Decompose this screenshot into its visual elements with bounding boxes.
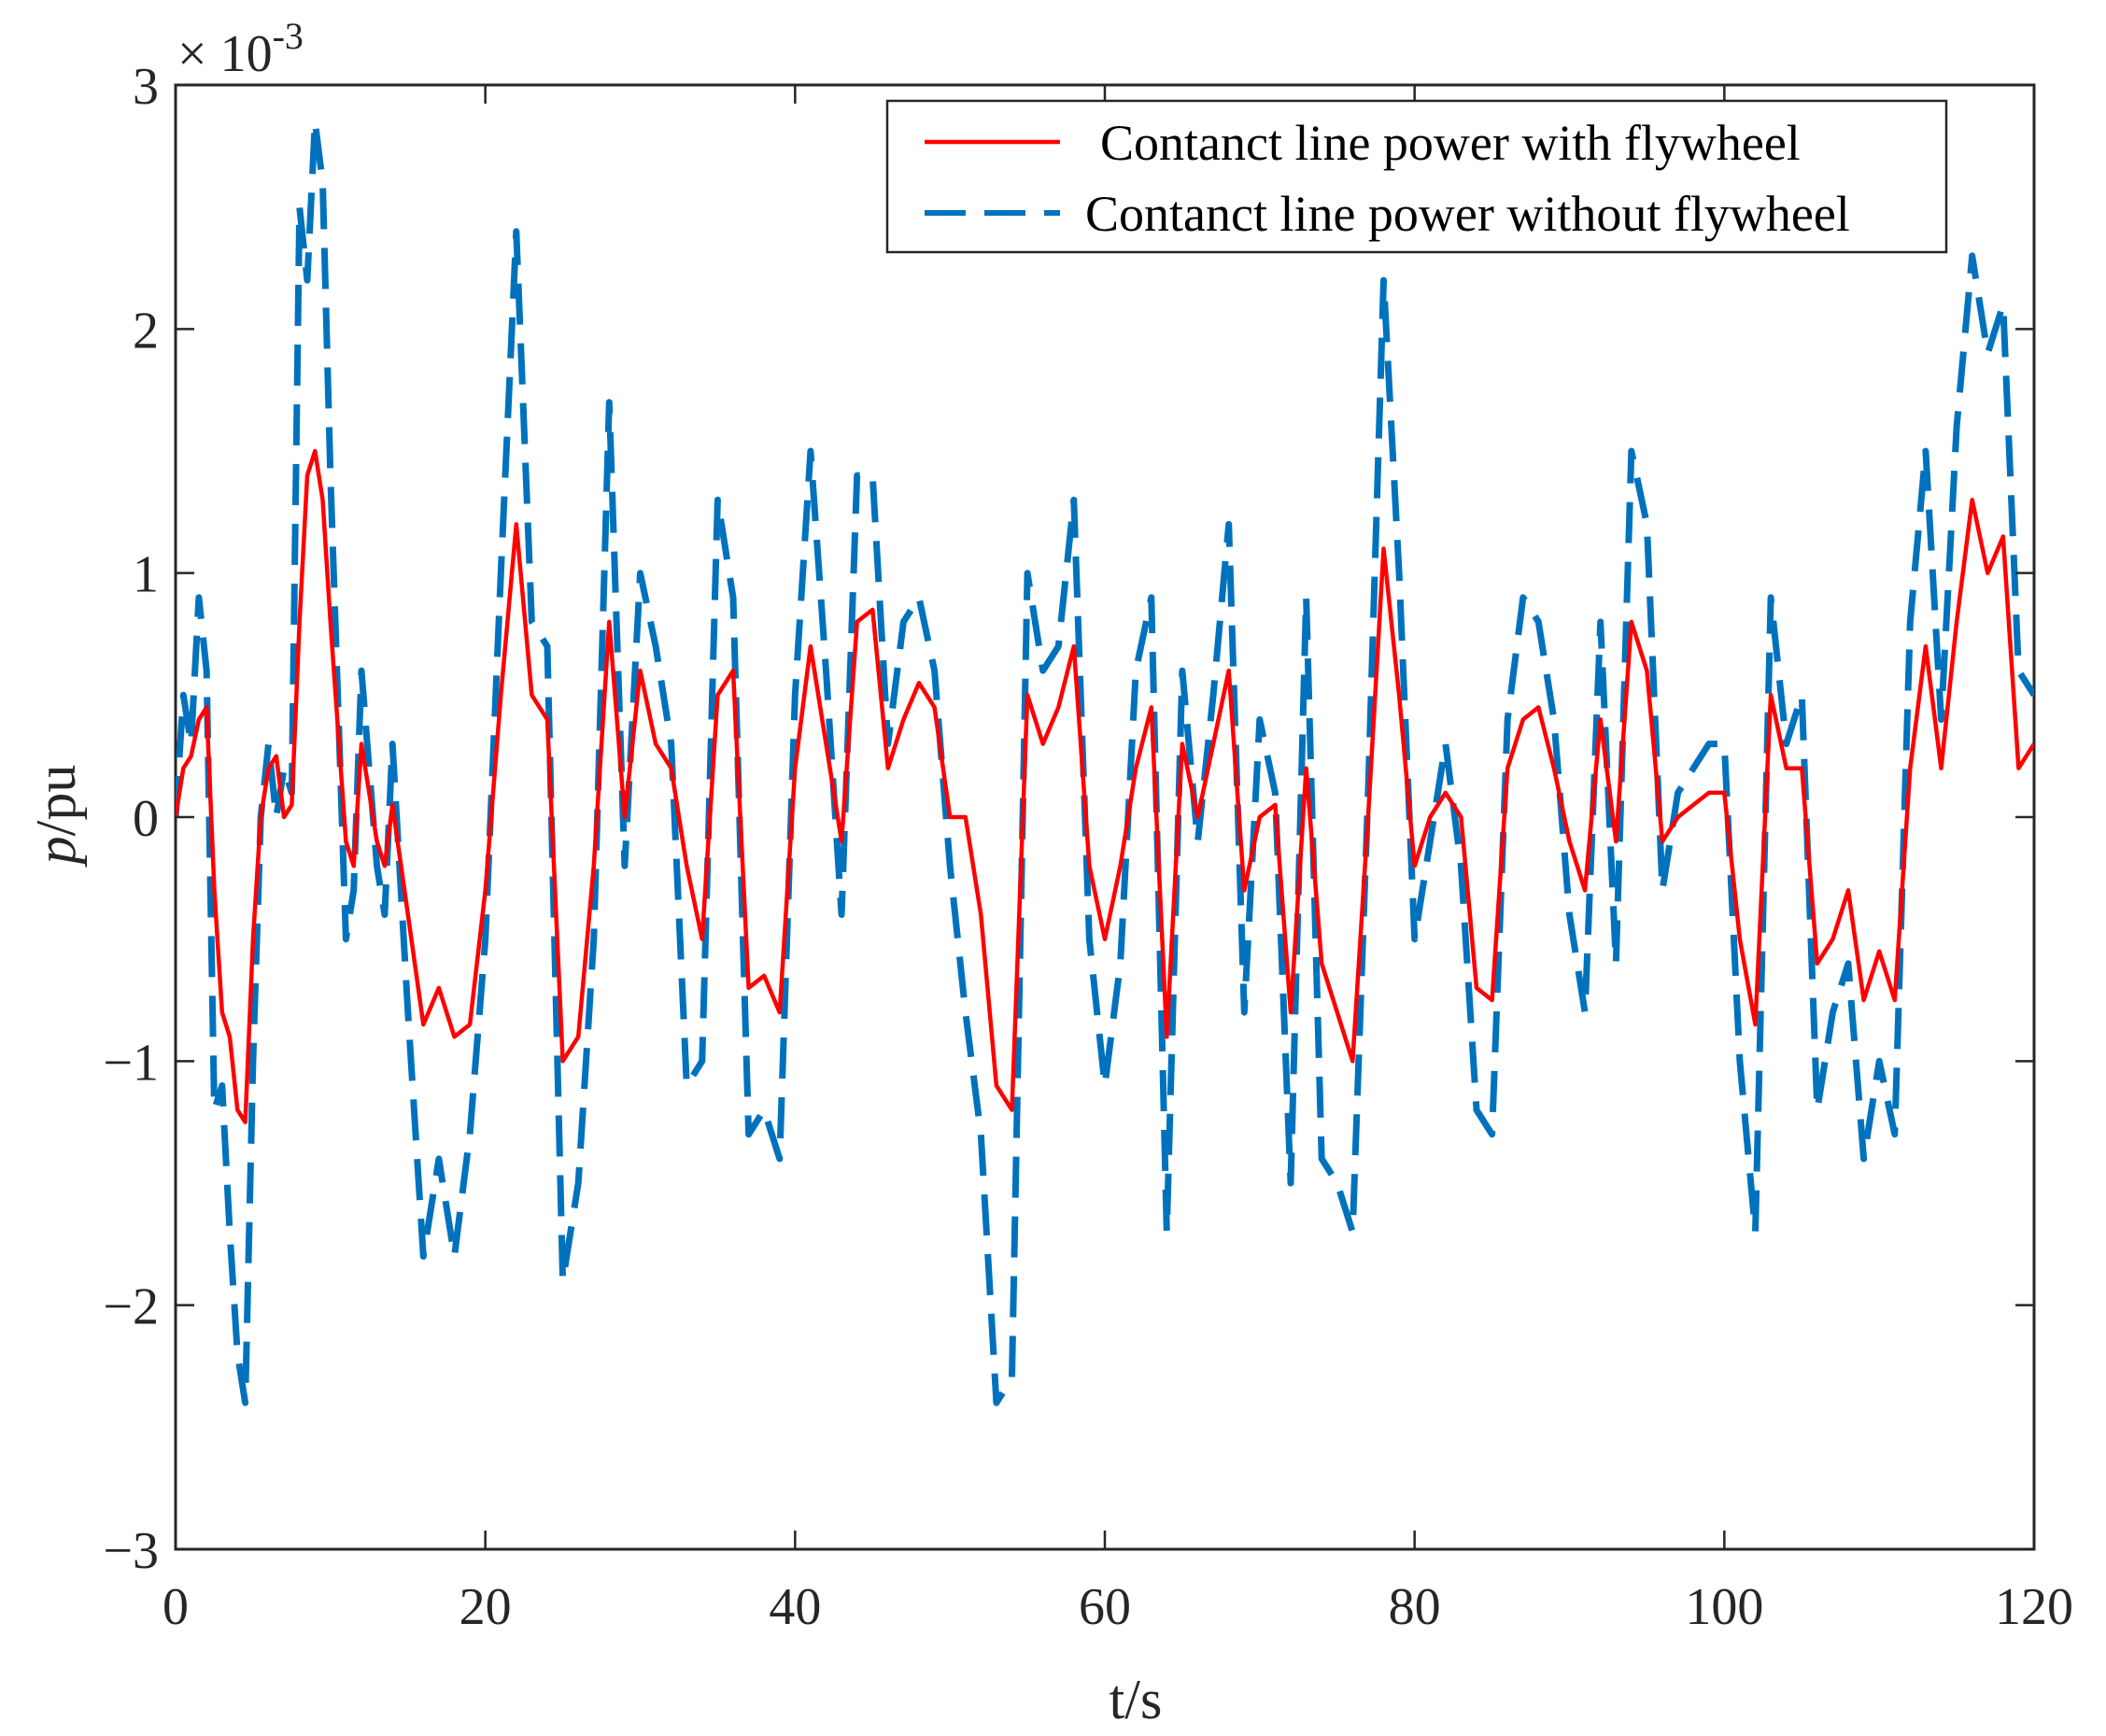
x-tick-label: 80 [1389,1578,1441,1636]
legend-box [885,99,1948,254]
exponent-label: × 10-3 [177,15,304,83]
plot-area [174,83,2036,1551]
legend-label-with-flywheel: Contanct line power with flywheel [1100,115,1801,171]
legend-label-without-flywheel: Contanct line power without flywheel [1085,186,1850,242]
series-line-with-flywheel [176,448,2034,1124]
y-tick-label: −3 [103,1522,159,1580]
series-group [176,118,2034,1406]
x-tick-label: 40 [769,1578,821,1636]
y-tick-label: 0 [133,790,159,848]
x-tick-label: 60 [1079,1578,1131,1636]
x-axis-title: t/s [1110,1669,1163,1730]
legend: Contanct line power with flywheel Contan… [885,99,1948,254]
x-tick-label: 100 [1685,1578,1763,1636]
y-tick-label: 3 [133,58,159,116]
series-line-without-flywheel [176,118,2034,1406]
y-axis-title: p/pu [25,765,87,868]
y-tick-label: −1 [103,1034,159,1092]
y-tick-label: 1 [133,546,159,604]
y-tick-label: −2 [103,1278,159,1336]
x-tick-label: 120 [1995,1578,2073,1636]
tick-labels-group: 0 20 40 60 80 100 120 3 2 1 0 −1 −2 −3 [103,58,2073,1636]
x-tick-label: 0 [163,1578,189,1636]
x-tick-label: 20 [459,1578,512,1636]
y-tick-label: 2 [133,302,159,360]
